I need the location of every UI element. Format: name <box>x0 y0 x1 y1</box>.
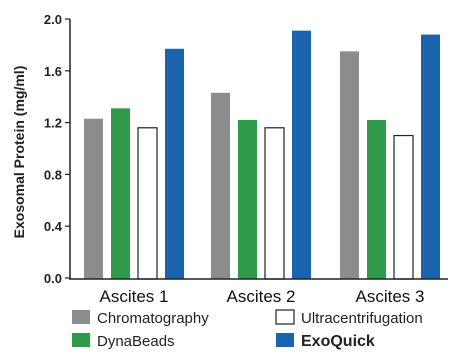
y-tick-label: 0.4 <box>44 219 63 234</box>
y-tick-label: 0.0 <box>44 271 62 286</box>
x-category-label: Ascites 1 <box>100 287 169 306</box>
bar-ultracentrifugation-3 <box>393 134 414 280</box>
legend-swatch-dynabeads <box>72 333 90 347</box>
legend-label-exoquick: ExoQuick <box>301 333 375 350</box>
y-axis: 0.0 0.4 0.8 1.2 1.6 2.0 <box>44 12 448 286</box>
legend-swatch-chromatography <box>72 310 90 324</box>
legend-label-dynabeads: DynaBeads <box>97 333 175 350</box>
y-tick-label: 1.6 <box>44 64 62 79</box>
bar-dynabeads-2 <box>238 120 257 279</box>
bar-chromatography-2 <box>211 92 230 279</box>
x-category-label: Ascites 3 <box>356 287 425 306</box>
legend-label-chromatography: Chromatography <box>97 310 209 327</box>
bar-chromatography-3 <box>340 51 359 279</box>
bar-exoquick-3 <box>421 34 440 279</box>
bar-dynabeads-1 <box>111 108 130 279</box>
bar-chromatography-1 <box>84 118 103 279</box>
legend-label-ultracentrifugation: Ultracentrifugation <box>301 310 423 327</box>
bar-exoquick-1 <box>165 48 184 279</box>
bar-exoquick-2 <box>292 30 311 280</box>
bar-ultracentrifugation-2 <box>264 127 285 280</box>
bar-ultracentrifugation-1 <box>137 127 158 280</box>
bars-layer <box>84 30 440 280</box>
bar-dynabeads-3 <box>367 120 386 279</box>
y-tick-label: 2.0 <box>44 12 62 27</box>
x-axis-labels: Ascites 1 Ascites 2 Ascites 3 <box>100 287 425 306</box>
y-tick-label: 1.2 <box>44 116 62 131</box>
legend-swatch-ultracentrifugation <box>275 309 295 325</box>
x-category-label: Ascites 2 <box>227 287 296 306</box>
y-tick-label: 0.8 <box>44 167 62 182</box>
y-axis-title: Exosomal Protein (mg/ml) <box>11 66 27 239</box>
legend-swatch-exoquick <box>276 333 294 347</box>
legend: Chromatography DynaBeads Ultracentrifugati… <box>72 309 423 350</box>
